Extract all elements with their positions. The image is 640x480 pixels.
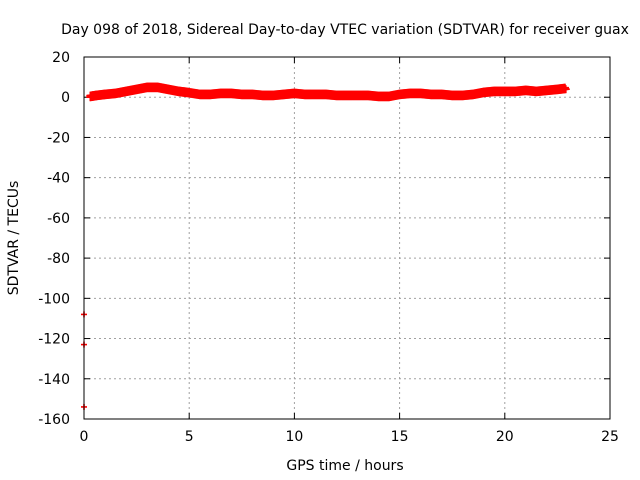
chart-title: Day 098 of 2018, Sidereal Day-to-day VTE…	[61, 22, 629, 38]
x-tick-label: 5	[185, 429, 194, 445]
x-tick-label: 20	[496, 429, 514, 445]
data-point	[561, 85, 570, 94]
plot-frame	[83, 56, 611, 420]
y-tick-label: -80	[47, 251, 70, 267]
data-points	[81, 82, 570, 410]
x-tick-label: 25	[601, 429, 619, 445]
y-tick-label: -40	[47, 171, 70, 187]
y-tick-labels: 20 0 -20 -40 -60 -80 -100 -120 -140 -160	[38, 50, 70, 428]
x-tick-labels: 0 5 10 15 20 25	[80, 429, 619, 445]
x-tick-label: 0	[80, 429, 89, 445]
y-tick-label: -140	[38, 372, 70, 388]
y-tick-label: -100	[38, 291, 70, 307]
y-tick-label: -160	[38, 412, 70, 428]
data-point	[560, 83, 569, 92]
y-tick-label: -60	[47, 211, 70, 227]
tick-layer	[83, 56, 611, 420]
x-tick-label: 15	[391, 429, 409, 445]
y-tick-label: 0	[61, 90, 70, 106]
y-tick-label: 20	[52, 50, 70, 66]
plot-area	[81, 82, 570, 410]
x-axis-label: GPS time / hours	[286, 458, 403, 474]
y-axis-label: SDTVAR / TECUs	[6, 181, 22, 296]
grid-layer	[84, 57, 610, 419]
x-tick-label: 10	[285, 429, 303, 445]
y-tick-label: -120	[38, 332, 70, 348]
y-tick-label: -20	[47, 130, 70, 146]
